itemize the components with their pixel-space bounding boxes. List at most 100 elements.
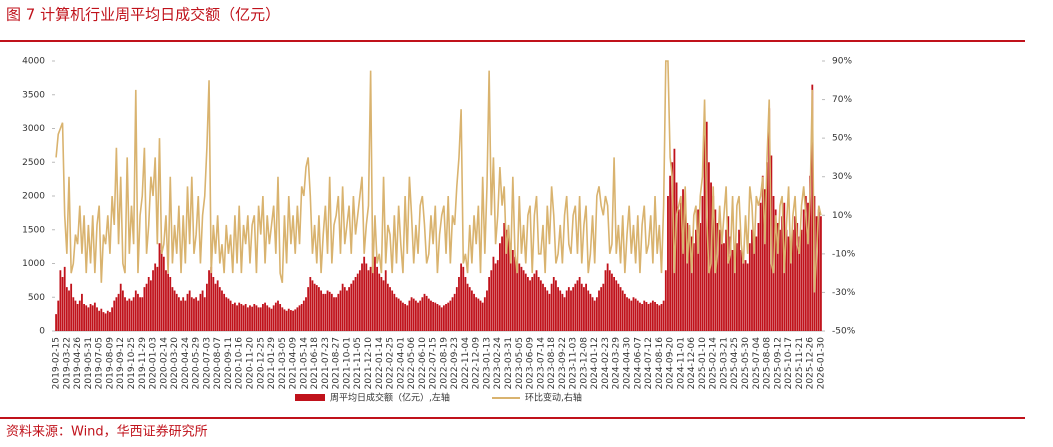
x-tick-label: 2020-07-03 xyxy=(202,337,212,389)
x-tick-label: 2023-11-03 xyxy=(569,337,579,389)
y-tick-label: 0 xyxy=(39,327,45,337)
bar xyxy=(371,243,374,331)
y2-tick-label: 90% xyxy=(832,57,852,67)
bar xyxy=(195,297,198,331)
x-tick-label: 2023-05-05 xyxy=(515,337,525,389)
bar xyxy=(789,243,792,331)
bar xyxy=(488,277,491,331)
bar xyxy=(583,287,585,331)
x-tick-label: 2025-03-21 xyxy=(719,337,729,389)
bar xyxy=(656,304,659,331)
bar xyxy=(496,260,499,331)
x-tick-label: 2024-11-01 xyxy=(676,337,686,389)
bar xyxy=(70,283,73,331)
bar xyxy=(322,293,325,331)
y-tick-label: 4000 xyxy=(22,57,45,67)
bar xyxy=(677,209,680,331)
bar xyxy=(552,277,555,331)
bar xyxy=(755,236,758,331)
bar xyxy=(647,304,650,331)
bar xyxy=(559,290,562,331)
bar xyxy=(787,236,790,331)
bar xyxy=(643,300,646,331)
line xyxy=(55,60,822,293)
bar xyxy=(716,223,719,331)
bar xyxy=(167,273,170,331)
bar xyxy=(572,287,575,331)
legend-label: 环比变动,右轴 xyxy=(525,392,582,404)
bar xyxy=(330,293,333,331)
bar xyxy=(149,280,152,331)
bar xyxy=(427,298,430,331)
bar xyxy=(382,280,385,331)
bar xyxy=(598,290,600,331)
bar xyxy=(412,298,415,331)
bar xyxy=(111,307,113,331)
bar xyxy=(240,304,243,331)
bar xyxy=(766,162,768,331)
bar xyxy=(686,223,689,331)
x-tick-label: 2019-02-15 xyxy=(52,337,62,389)
bar xyxy=(798,236,801,331)
x-tick-label: 2023-08-18 xyxy=(547,337,557,390)
bar xyxy=(346,290,348,331)
x-tick-label: 2021-12-10 xyxy=(364,337,374,390)
bar xyxy=(283,309,286,331)
bar xyxy=(354,277,357,331)
bar xyxy=(449,300,452,331)
bar xyxy=(785,229,788,331)
bar xyxy=(225,297,228,331)
x-tick-label: 2020-12-25 xyxy=(256,337,266,389)
bar xyxy=(307,287,310,331)
x-tick-label: 2026-01-30 xyxy=(816,337,826,390)
x-tick-label: 2024-02-23 xyxy=(601,337,611,389)
y2-tick-label: 30% xyxy=(832,172,852,182)
bar xyxy=(270,308,273,331)
bar xyxy=(421,297,424,331)
x-tick-label: 2022-04-01 xyxy=(396,337,406,389)
bar xyxy=(272,305,275,331)
bar xyxy=(542,283,544,331)
bar xyxy=(481,302,484,331)
bar xyxy=(160,250,163,331)
bar xyxy=(458,277,460,331)
bar xyxy=(361,263,363,331)
y2-tick-label: 70% xyxy=(832,95,852,105)
bar xyxy=(78,300,81,331)
bar xyxy=(119,283,122,331)
bar xyxy=(727,216,730,331)
bar xyxy=(740,250,743,331)
bar xyxy=(98,310,101,331)
bar xyxy=(326,290,329,331)
bar xyxy=(604,270,607,331)
bar xyxy=(695,229,697,331)
bar xyxy=(376,266,379,331)
bar xyxy=(425,295,428,331)
bar xyxy=(238,302,241,331)
bar xyxy=(93,302,96,331)
bar xyxy=(188,290,191,331)
bar xyxy=(529,280,531,331)
bar xyxy=(229,300,232,331)
legend-label: 周平均日成交额（亿元）,左轴 xyxy=(330,392,450,404)
bar xyxy=(109,312,111,331)
bar xyxy=(242,305,245,331)
bar xyxy=(406,305,409,331)
bar xyxy=(537,277,540,331)
bar xyxy=(445,304,447,331)
bar xyxy=(815,216,818,331)
bar xyxy=(701,196,704,331)
bar xyxy=(675,182,678,331)
bar xyxy=(145,283,148,331)
y2-tick-label: 10% xyxy=(832,211,852,221)
bar xyxy=(639,302,641,331)
bar xyxy=(619,287,622,331)
x-tick-label: 2022-05-06 xyxy=(407,337,417,390)
bar xyxy=(83,304,85,331)
bar xyxy=(475,297,478,331)
bar xyxy=(464,277,467,331)
bar xyxy=(707,162,710,331)
bar xyxy=(414,300,417,331)
bar xyxy=(74,300,77,331)
bar xyxy=(113,300,116,331)
